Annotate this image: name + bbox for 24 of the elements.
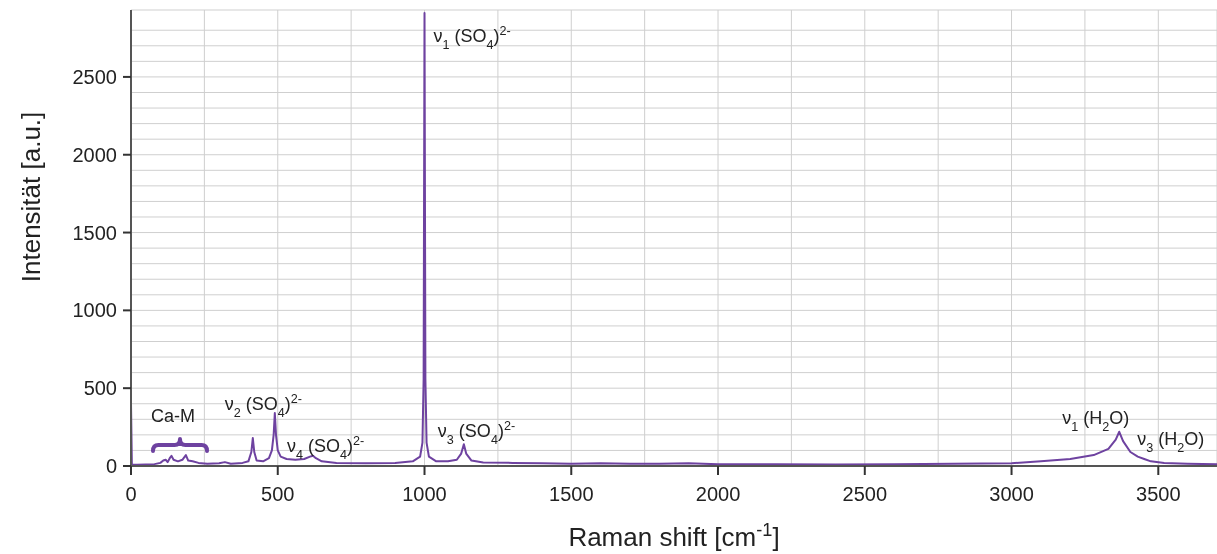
annotation: ν$_{3}$ (SO$_{4}$)$^{2-}$ — [437, 419, 516, 448]
x-tick-label: 1000 — [402, 483, 447, 505]
y-tick-label: 500 — [83, 377, 117, 400]
y-tick-label: 0 — [105, 455, 117, 477]
x-tick-label: 2500 — [842, 483, 888, 505]
line-series — [131, 12, 1217, 466]
y-tick-label: 2000 — [72, 143, 117, 166]
annotation: ν$_{4}$ (SO$_{4}$)$^{2-}$ — [286, 433, 365, 462]
y-tick-label: 2500 — [72, 65, 117, 88]
annotation: ν$_{2}$ (SO$_{4}$)$^{2-}$ — [224, 392, 303, 421]
y-tick-label: 1000 — [72, 299, 117, 322]
annotation: ν$_{1}$ (SO$_{4}$)$^{2-}$ — [433, 24, 511, 53]
annotation: ν$_{1}$ (H$_{2}$O) — [1062, 407, 1130, 434]
x-axis-title: Raman shift [cm$^{-1}$] — [568, 520, 780, 552]
x-tick-label: 0 — [125, 483, 137, 505]
annotation: ν$_{3}$ (H$_{2}$O) — [1137, 429, 1205, 455]
y-tick-label: 1500 — [72, 221, 117, 244]
annotation: Ca-M — [151, 406, 195, 426]
x-tick-label: 1500 — [549, 483, 594, 505]
y-axis-title: Intensität [a.u.] — [16, 111, 46, 283]
x-tick-label: 3000 — [989, 483, 1034, 505]
x-tick-label: 3500 — [1136, 483, 1181, 505]
x-tick-label: 2000 — [695, 483, 741, 505]
x-tick-label: 500 — [261, 483, 295, 505]
